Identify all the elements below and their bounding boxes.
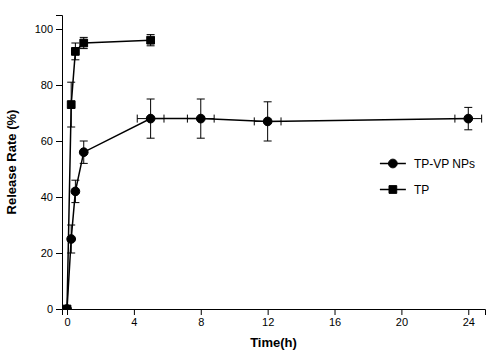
legend-symbol <box>389 159 398 168</box>
point <box>71 187 80 196</box>
tick: 16 <box>329 309 341 328</box>
axis-line <box>56 16 63 310</box>
tick-mark <box>401 309 402 315</box>
point <box>79 148 88 157</box>
tick-mark <box>56 29 62 30</box>
point <box>196 114 205 123</box>
tick: 24 <box>463 309 475 328</box>
tick-label: 100 <box>35 23 53 35</box>
tick-mark <box>201 309 202 315</box>
point <box>63 305 71 309</box>
error-bar <box>197 99 205 138</box>
tick-mark <box>56 141 62 142</box>
tick-mark <box>56 85 62 86</box>
tick: 100 <box>35 23 62 35</box>
tick-label: 0 <box>47 303 53 315</box>
line <box>67 119 468 309</box>
tick-mark <box>56 197 62 198</box>
point <box>464 114 473 123</box>
point <box>263 117 272 126</box>
point <box>67 101 75 109</box>
error-bar <box>147 35 155 46</box>
marks <box>63 35 482 309</box>
legend-label: TP <box>414 183 429 197</box>
tick-mark <box>56 253 62 254</box>
tick-label: 40 <box>41 191 53 203</box>
error-bar <box>464 107 472 129</box>
point <box>72 48 80 56</box>
error-bar <box>137 115 164 123</box>
error-bar <box>80 141 88 163</box>
tick-label: 60 <box>41 135 53 147</box>
legend-item: TP-VP NPs <box>380 157 475 171</box>
error-bar <box>71 180 79 202</box>
series <box>63 35 155 309</box>
y-axis-title: Release Rate (%) <box>4 110 19 215</box>
axis-line <box>63 310 486 316</box>
tick-mark <box>468 309 469 315</box>
legend-label: TP-VP NPs <box>414 157 475 171</box>
tick-mark <box>56 309 62 310</box>
tick: 20 <box>41 247 62 259</box>
tick-label: 24 <box>463 316 475 328</box>
x-axis: 0 4 8 12 16 20 24 <box>63 309 486 328</box>
legend: TP-VP NPs TP <box>380 157 475 197</box>
tick: 80 <box>41 79 62 91</box>
legend-symbol <box>389 186 397 194</box>
line <box>67 40 151 309</box>
error-bar <box>187 115 214 123</box>
series <box>63 99 482 309</box>
tick: 4 <box>131 309 137 328</box>
tick: 60 <box>41 135 62 147</box>
tick-label: 16 <box>329 316 341 328</box>
point <box>80 39 88 47</box>
tick-mark <box>268 309 269 315</box>
tick-label: 4 <box>131 316 137 328</box>
y-axis: 0 20 40 60 80 100 <box>35 16 63 316</box>
error-bar <box>147 99 155 138</box>
tick-label: 20 <box>396 316 408 328</box>
tick-label: 0 <box>64 316 70 328</box>
tick: 0 <box>64 309 70 328</box>
error-bar <box>455 115 482 123</box>
tick: 20 <box>396 309 408 328</box>
tick: 40 <box>41 191 62 203</box>
chart: 0 4 8 12 16 20 24 0 20 40 60 80 100 TP-VP NPs TP Time(h… <box>0 0 500 357</box>
error-bar <box>67 82 75 127</box>
tick-label: 80 <box>41 79 53 91</box>
error-bar <box>264 102 272 141</box>
tick-mark <box>335 309 336 315</box>
point <box>147 36 155 44</box>
tick: 0 <box>47 303 62 315</box>
point <box>63 305 72 309</box>
tick: 8 <box>198 309 204 328</box>
error-bar <box>71 43 79 60</box>
plot: 0 4 8 12 16 20 24 0 20 40 60 80 100 TP-VP NPs TP <box>35 16 486 328</box>
tick: 12 <box>262 309 274 328</box>
tick-label: 8 <box>198 316 204 328</box>
x-axis-title: Time(h) <box>250 335 297 350</box>
point <box>146 114 155 123</box>
error-bar <box>80 37 88 48</box>
tick-label: 20 <box>41 247 53 259</box>
legend-item: TP <box>380 183 429 197</box>
tick-mark <box>134 309 135 315</box>
error-bar <box>254 117 281 125</box>
tick-label: 12 <box>262 316 274 328</box>
tick-mark <box>67 309 68 315</box>
